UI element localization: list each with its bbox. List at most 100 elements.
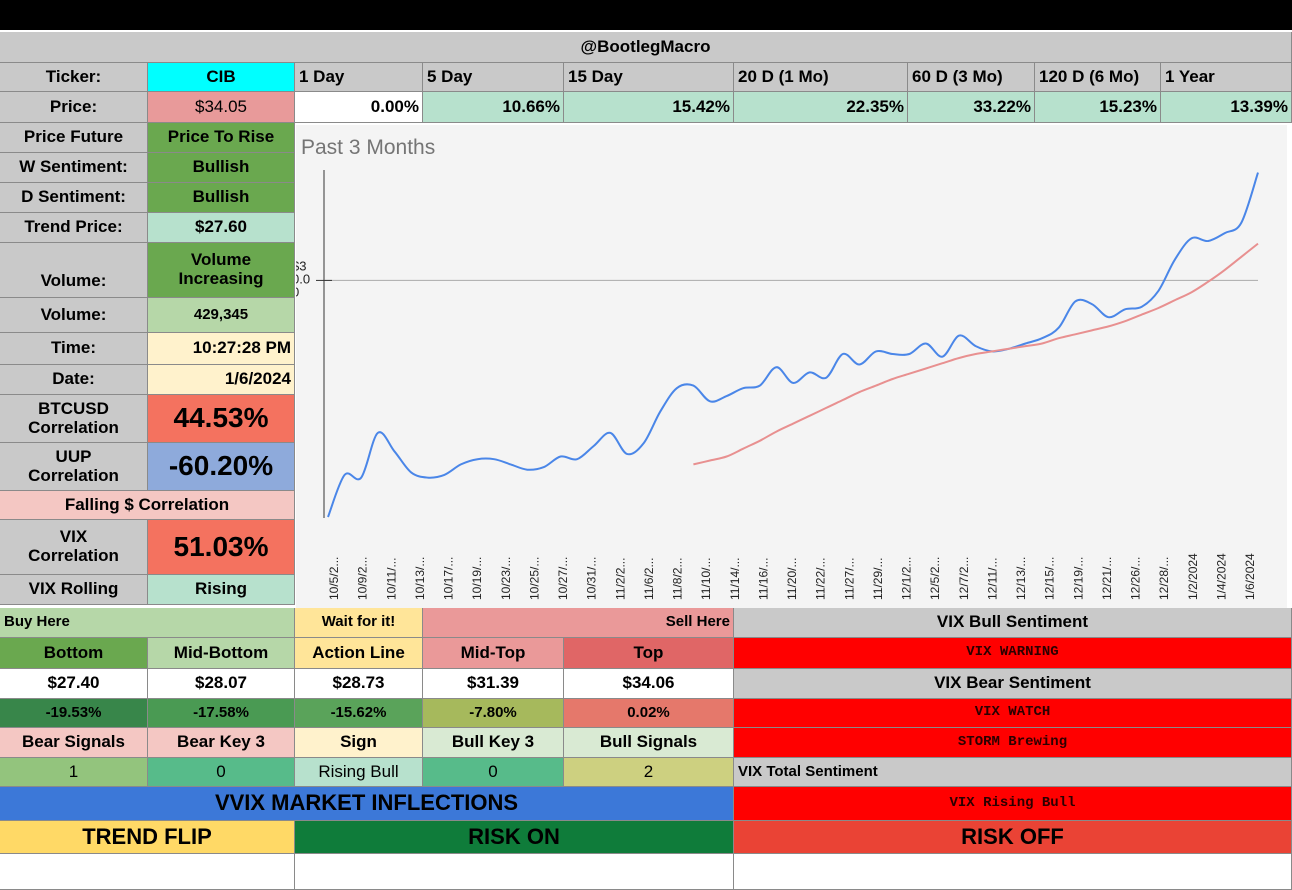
trend-series-line xyxy=(693,242,1259,466)
x-tick-label: 10/13/... xyxy=(413,557,427,600)
x-tick-label: 11/27/... xyxy=(842,558,856,600)
x-tick-label: 10/31/... xyxy=(585,557,599,600)
btc-corr-value: 44.53% xyxy=(148,395,295,443)
signal-header-bear-signals: Bear Signals xyxy=(0,728,148,758)
vix-bear-label: VIX Bear Sentiment xyxy=(734,669,1292,699)
x-tick-label: 1/2/2024 xyxy=(1186,553,1200,600)
return-1d: 0.00% xyxy=(295,92,423,123)
vix-bull-value: VIX WARNING xyxy=(734,638,1292,669)
risk-off: RISK OFF xyxy=(734,821,1292,854)
x-tick-label: 11/16/... xyxy=(756,558,770,600)
chart-title: Past 3 Months xyxy=(301,136,435,159)
x-tick-label: 12/13/... xyxy=(1014,557,1028,600)
vix-rolling-label: VIX Rolling xyxy=(0,575,148,605)
time-value: 10:27:28 PM xyxy=(148,333,295,365)
level-pct-mid-bottom: -17.58% xyxy=(148,699,295,728)
spreadsheet: @BootlegMacro Ticker: CIB 1 Day 5 Day 15… xyxy=(0,30,1292,890)
price-chart: Past 3 Months $30.00 10/5/2... 10/9/2... 1… xyxy=(292,125,1287,608)
period-1y: 1 Year xyxy=(1161,63,1292,92)
price-label: Price: xyxy=(0,92,148,123)
period-15d: 15 Day xyxy=(564,63,734,92)
x-tick-label: 12/21/... xyxy=(1100,557,1114,600)
x-tick-label: 12/1/2... xyxy=(900,557,914,600)
header-title: @BootlegMacro xyxy=(0,32,1292,63)
vix-bull-label: VIX Bull Sentiment xyxy=(734,608,1292,638)
vix-bear-value-watch: VIX WATCH xyxy=(734,699,1292,728)
x-tick-label: 11/8/2... xyxy=(671,558,685,600)
d-sentiment-value: Bullish xyxy=(148,183,295,213)
volume-value: 429,345 xyxy=(148,298,295,333)
date-value: 1/6/2024 xyxy=(148,365,295,395)
x-tick-label: 12/7/2... xyxy=(957,557,971,600)
x-tick-label: 11/22/... xyxy=(814,558,828,600)
signal-header-bull-signals: Bull Signals xyxy=(564,728,734,758)
level-header-mid-bottom: Mid-Bottom xyxy=(148,638,295,669)
level-header-top: Top xyxy=(564,638,734,669)
falling-dollar-label: Falling $ Correlation xyxy=(0,491,295,520)
x-tick-label: 11/14/... xyxy=(728,558,742,600)
ticker-value[interactable]: CIB xyxy=(148,63,295,92)
period-60d: 60 D (3 Mo) xyxy=(908,63,1035,92)
period-1d: 1 Day xyxy=(295,63,423,92)
x-tick-label: 12/19/... xyxy=(1071,557,1085,600)
y-tick-label-part: $3 xyxy=(296,258,306,273)
price-series-line xyxy=(327,172,1259,518)
level-header-action-line: Action Line xyxy=(295,638,423,669)
x-tick-label: 10/23/... xyxy=(499,557,513,600)
x-tick-label: 12/26/... xyxy=(1129,557,1143,600)
x-tick-label: 12/15/... xyxy=(1043,557,1057,600)
level-price-top: $34.06 xyxy=(564,669,734,699)
trend-price-label: Trend Price: xyxy=(0,213,148,243)
d-sentiment-label: D Sentiment: xyxy=(0,183,148,213)
level-header-mid-top: Mid-Top xyxy=(423,638,564,669)
return-120d: 15.23% xyxy=(1035,92,1161,123)
vix-rolling-value: Rising xyxy=(148,575,295,605)
vix-total-label: VIX Total Sentiment xyxy=(734,758,1292,787)
btc-corr-label: BTCUSD Correlation xyxy=(0,395,148,443)
x-tick-label: 10/25/... xyxy=(527,557,541,600)
chart-svg: Past 3 Months $30.00 10/5/2... 10/9/2... 1… xyxy=(292,136,1259,600)
time-label: Time: xyxy=(0,333,148,365)
return-15d: 15.42% xyxy=(564,92,734,123)
volume-label: Volume: xyxy=(0,298,148,333)
x-tick-label: 10/19/... xyxy=(470,557,484,600)
vix-corr-label: VIX Correlation xyxy=(0,520,148,575)
return-20d: 22.35% xyxy=(734,92,908,123)
return-5d: 10.66% xyxy=(423,92,564,123)
vix-total-value: VIX Rising Bull xyxy=(734,787,1292,821)
price-value: $34.05 xyxy=(148,92,295,123)
level-price-bottom: $27.40 xyxy=(0,669,148,699)
vix-corr-value: 51.03% xyxy=(148,520,295,575)
period-5d: 5 Day xyxy=(423,63,564,92)
signal-header-sign: Sign xyxy=(295,728,423,758)
price-future-label: Price Future xyxy=(0,123,148,153)
uup-corr-value: -60.20% xyxy=(148,443,295,491)
empty-cell-risk-off xyxy=(734,854,1292,890)
buy-here-label: Buy Here xyxy=(0,608,295,638)
signal-value-sign: Rising Bull xyxy=(295,758,423,787)
x-tick-label: 12/5/2... xyxy=(928,557,942,600)
x-tick-label: 1/4/2024 xyxy=(1214,553,1228,600)
level-pct-top: 0.02% xyxy=(564,699,734,728)
wait-label: Wait for it! xyxy=(295,608,423,638)
level-pct-action-line: -15.62% xyxy=(295,699,423,728)
level-price-mid-bottom: $28.07 xyxy=(148,669,295,699)
period-20d: 20 D (1 Mo) xyxy=(734,63,908,92)
x-tick-label: 12/11/... xyxy=(985,558,999,600)
signal-value-bull-signals: 2 xyxy=(564,758,734,787)
period-120d: 120 D (6 Mo) xyxy=(1035,63,1161,92)
x-tick-label: 10/11/... xyxy=(384,558,398,600)
return-60d: 33.22% xyxy=(908,92,1035,123)
volume-trend-label: Volume: xyxy=(0,243,148,298)
x-tick-label: 10/9/2... xyxy=(356,557,370,600)
x-tick-label: 11/29/... xyxy=(871,558,885,600)
y-tick-label-part: 0.0 xyxy=(296,271,310,286)
x-tick-label: 10/27/... xyxy=(556,557,570,600)
x-tick-label: 11/20/... xyxy=(785,558,799,600)
signal-value-bear-signals: 1 xyxy=(0,758,148,787)
x-tick-label: 11/2/2... xyxy=(613,558,627,600)
x-tick-label: 10/17/... xyxy=(442,557,456,600)
x-tick-label: 11/10/... xyxy=(699,558,713,600)
signal-header-bear-key: Bear Key 3 xyxy=(148,728,295,758)
ticker-label: Ticker: xyxy=(0,63,148,92)
